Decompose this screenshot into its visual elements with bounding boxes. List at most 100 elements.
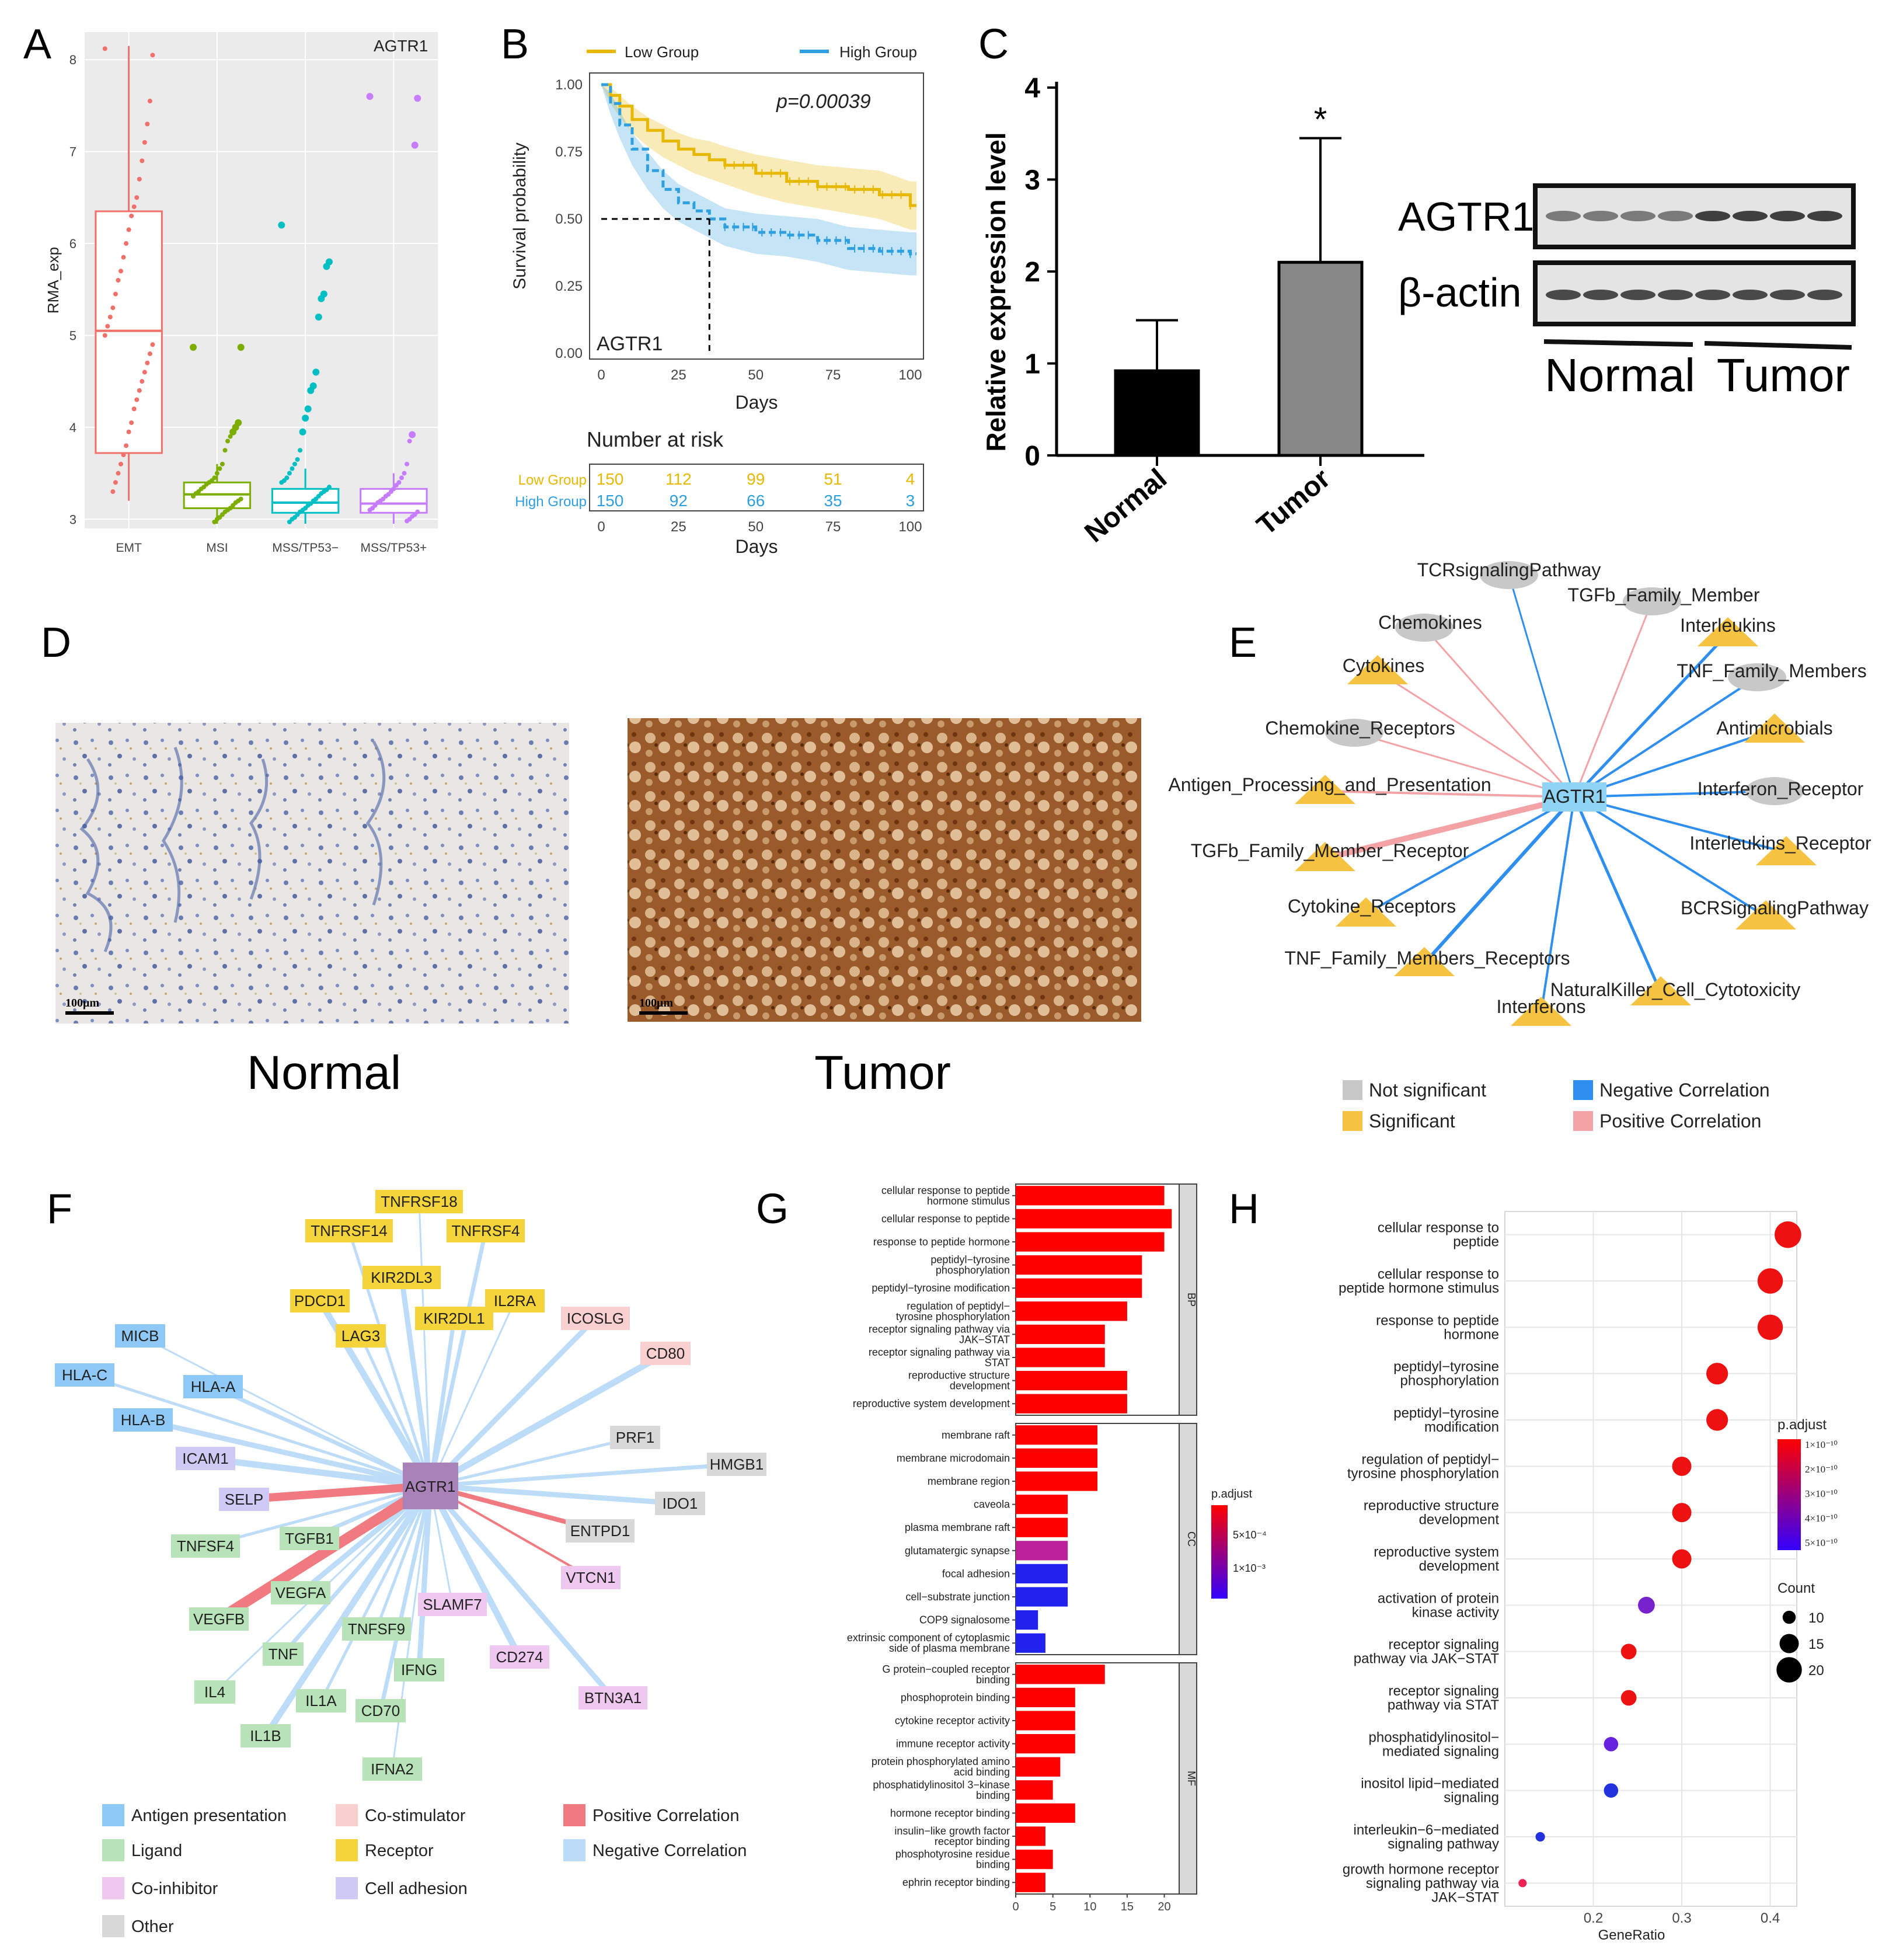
a-point [214,471,219,476]
blot-label-actin: β-actin [1398,270,1521,315]
g-bar [1016,1780,1053,1800]
e-legend-swatch [1573,1080,1593,1100]
g-facet-strip [1179,1183,1197,1416]
a-point [225,438,231,444]
panel-a-y-axis-label: RMA_exp [44,247,62,314]
f-node-box [415,1307,493,1330]
g-facet-strip [1179,1423,1197,1655]
h-legend-size-label: 10 [1808,1610,1824,1626]
panel-h-go-dot: cellular response to peptide cellular resp… [1339,1211,1838,1943]
e-node-label: Interleukins [1680,615,1776,636]
g-legend-label-1: 5×10⁻⁴ [1233,1529,1267,1541]
e-node-ellipse [1480,561,1538,589]
agtr1-blot-strip [1533,183,1856,249]
ihc-tumor-image [628,718,1141,1022]
a-point [124,241,129,246]
c-bar-1 [1277,260,1364,457]
risk-table-title: Number at risk [587,427,724,451]
f-legend-label: Receptor [365,1841,434,1860]
h-y-tick-label: receptor signaling pathway via STAT [1388,1683,1500,1713]
actin-band [1620,290,1655,300]
f-center-label: AGTR1 [405,1478,456,1495]
a-point [212,519,217,524]
h-y-tick-label: peptidyl−tyrosine modification [1393,1405,1499,1435]
f-edge [375,1485,432,1630]
risk-x-tick-label: 50 [748,519,764,535]
risk-count: 150 [597,492,624,510]
b-survival-curve-1 [601,83,916,256]
a-point [113,291,118,297]
panel-c-y-axis-label: Relative expression level [981,132,1011,451]
g-y-tick-label: cell−substrate junction [905,1591,1010,1603]
actin-band [1695,290,1730,300]
panel-f-label: F [47,1186,72,1233]
a-point [116,471,121,476]
h-legend-size-label: 15 [1808,1637,1824,1652]
f-node-label: SLAMF7 [423,1596,482,1613]
h-dot [1672,1549,1692,1569]
h-y-tick-label: phosphatidylinositol− mediated signaling [1369,1729,1500,1759]
h-legend-size-dot [1776,1657,1802,1683]
a-point [287,471,292,476]
panel-b-label: B [501,21,529,68]
g-y-tick-label: reproductive structure development [908,1370,1010,1392]
f-node-label: KIR2DL3 [371,1269,433,1286]
f-edge [216,1481,433,1624]
a-point [405,518,410,524]
a-point [229,428,237,436]
g-bar [1016,1826,1045,1846]
g-bar [1016,1872,1045,1892]
f-node-label: KIR2DL1 [423,1310,485,1327]
f-edge [430,1436,636,1488]
f-edge [429,1300,516,1486]
a-point [409,431,416,438]
f-node-label: HLA-B [121,1411,166,1429]
f-node-box [113,1408,173,1432]
f-node-box [271,1581,330,1604]
g-bar [1016,1803,1075,1823]
h-x-tick-label: 0.3 [1672,1910,1691,1926]
a-point [142,370,147,375]
f-node-label: PRF1 [616,1429,654,1446]
a-point [411,141,419,149]
ihc-normal-glands [79,740,386,952]
e-edge [1574,729,1775,798]
f-node-box [241,1724,291,1747]
f-node-box [566,1519,635,1543]
f-node-box [394,1658,444,1682]
f-node-label: TNFRSF4 [452,1222,520,1240]
g-y-tick-label: peptidyl−tyrosine phosphorylation [930,1254,1010,1276]
c-y-tick-label: 2 [1024,257,1040,288]
a-point [129,213,134,218]
panel-g-label: G [756,1186,789,1233]
a-point [121,452,126,458]
a-point [287,519,292,524]
h-y-tick-label: reproductive system development [1374,1544,1499,1574]
h-legend-size-label: 20 [1808,1663,1824,1679]
e-legend-label: Positive Correlation [1599,1110,1761,1132]
b-x-tick-label: 50 [748,367,764,383]
f-node-box [418,1593,487,1616]
a-x-tick-label: MSS/TP53+ [360,541,427,555]
actin-blot-strip [1533,260,1856,326]
g-bar [1016,1425,1097,1445]
f-node-label: HLA-C [62,1366,107,1384]
e-node-ellipse [1728,663,1786,691]
f-node-label: TNFRSF14 [311,1222,387,1240]
f-node-box [578,1686,647,1710]
risk-table-x-axis-label: Days [736,536,778,557]
c-y-tick-label: 1 [1024,349,1040,380]
h-y-tick-label: growth hormone receptor signaling pathway… [1343,1861,1500,1905]
e-node-triangle [1756,836,1817,865]
f-node-box [305,1219,393,1242]
agtr1-band [1583,211,1618,221]
a-y-tick-label: 3 [69,512,76,527]
g-legend-label-2: 1×10⁻³ [1233,1562,1266,1574]
e-node-triangle [1295,842,1355,871]
h-legend-size-title: Count [1777,1580,1815,1596]
h-dot [1672,1456,1692,1476]
f-legend-label: Positive Correlation [592,1806,739,1825]
panel-g-go-bar: BP cellular response to peptide hormone st… [847,1183,1267,1913]
risk-row-name: Low Group [518,472,587,488]
